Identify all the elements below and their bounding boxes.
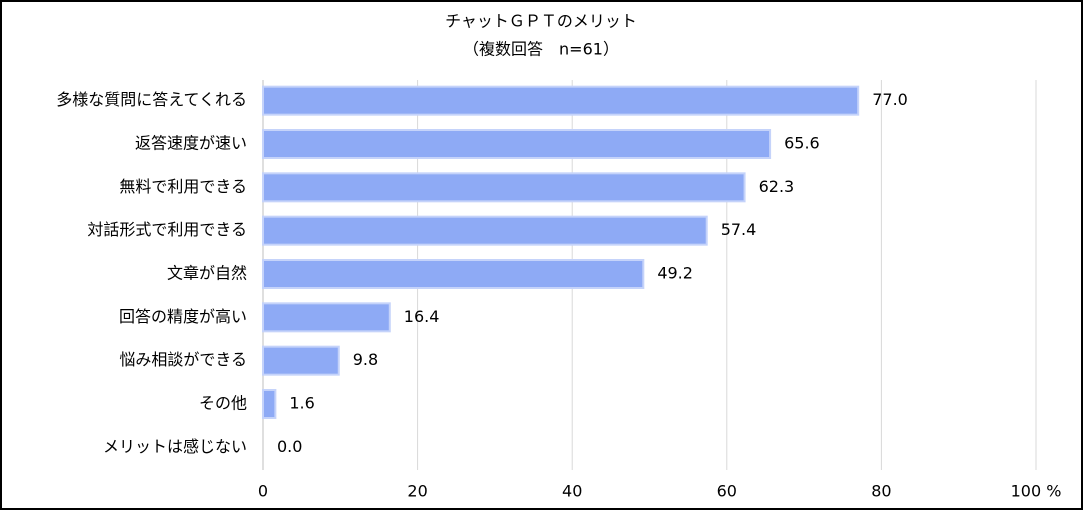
- data-label: 65.6: [784, 134, 820, 153]
- y-tick-label: 対話形式で利用できる: [87, 220, 247, 239]
- x-tick-label: 40: [562, 482, 582, 501]
- y-tick-label: 回答の精度が高い: [119, 307, 247, 326]
- data-label: 16.4: [404, 307, 440, 326]
- bar: [262, 302, 391, 333]
- chart-title: チャットＧＰＴのメリット: [445, 12, 637, 31]
- data-label: 49.2: [657, 264, 693, 283]
- bar: [262, 345, 340, 376]
- x-tick-label: 0: [258, 482, 268, 501]
- chart-subtitle: （複数回答 n=61）: [463, 40, 619, 59]
- bar: [262, 129, 772, 159]
- data-label: 77.0: [872, 90, 908, 109]
- x-tick-label: 60: [717, 482, 737, 501]
- y-tick-label: 多様な質問に答えてくれる: [56, 90, 247, 109]
- bar: [262, 259, 645, 289]
- data-label: 57.4: [721, 220, 757, 239]
- data-label: 62.3: [759, 177, 795, 196]
- y-tick-label: メリットは感じない: [103, 437, 247, 456]
- y-tick-label: 悩み相談ができる: [119, 350, 247, 369]
- data-label: 1.6: [289, 394, 314, 413]
- x-tick-label: 20: [407, 482, 427, 501]
- x-tick-label: 80: [871, 482, 891, 501]
- y-tick-label: 文章が自然: [167, 264, 247, 283]
- y-tick-label: その他: [199, 394, 247, 413]
- bar: [262, 389, 277, 419]
- bar: [262, 85, 860, 116]
- y-tick-label: 返答速度が速い: [135, 134, 247, 153]
- data-label: 0.0: [277, 437, 302, 456]
- bar: [262, 172, 746, 203]
- x-tick-label: 100 %: [1011, 482, 1062, 501]
- bar: [262, 215, 708, 246]
- y-tick-label: 無料で利用できる: [119, 177, 247, 196]
- data-label: 9.8: [353, 350, 378, 369]
